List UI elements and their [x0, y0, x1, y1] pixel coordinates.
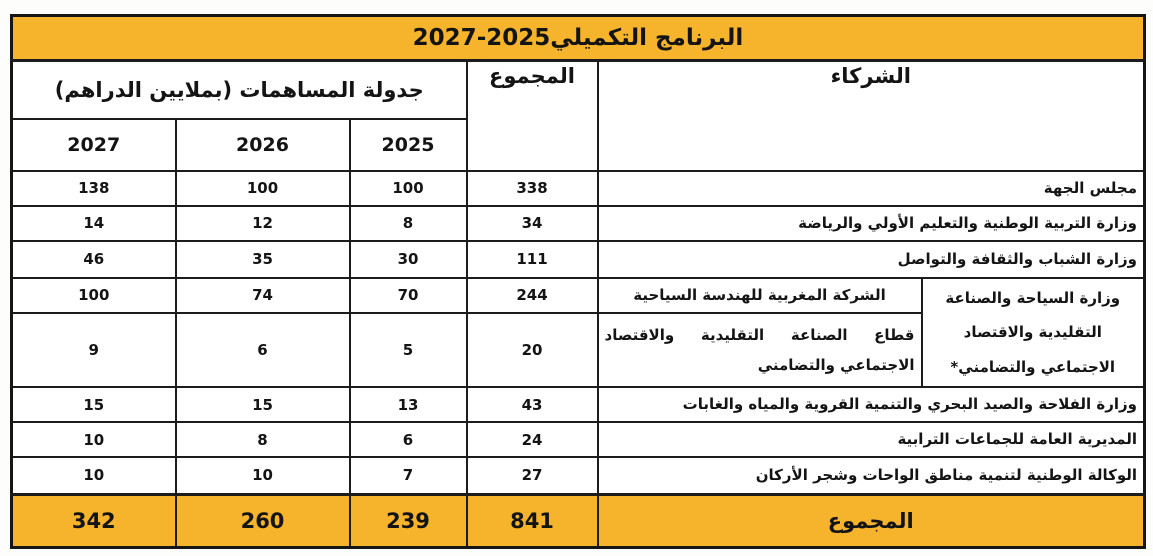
value-2025: 70 [348, 276, 468, 314]
table-row: وزارة الشباب والثقافة والتواصل 111 30 35… [10, 239, 1146, 279]
value-2027: 10 [10, 421, 177, 458]
value-2027: 100 [10, 276, 177, 314]
table-title: البرنامج التكميلي2025-2027 [10, 14, 1146, 62]
value-2025: 13 [348, 386, 468, 423]
table-row: وزارة الفلاحة والصيد البحري والتنمية الق… [10, 386, 1146, 423]
value-2026: 6 [174, 311, 351, 389]
footer-2025: 239 [348, 492, 468, 548]
header-year-2026: 2026 [174, 117, 351, 172]
value-2025: 5 [348, 311, 468, 389]
value-total: 27 [465, 456, 599, 495]
value-2027: 138 [10, 169, 177, 207]
contributions-table: البرنامج التكميلي2025-2027 الشركاء المجم… [10, 14, 1146, 549]
totals-row: المجموع 841 239 260 342 [10, 492, 1146, 548]
value-2026: 74 [174, 276, 351, 314]
value-total: 20 [465, 311, 599, 389]
table-row: المديرية العامة للجماعات الترابية 24 6 8… [10, 421, 1146, 458]
value-2026: 100 [174, 169, 351, 207]
table-row: وزارة السياحة والصناعة التقليدية والاقتص… [10, 276, 1146, 388]
footer-2027: 342 [10, 492, 177, 548]
value-2025: 30 [348, 239, 468, 279]
table-row: وزارة التربية الوطنية والتعليم الأولي وا… [10, 204, 1146, 242]
footer-label: المجموع [596, 492, 1146, 548]
header-year-2027: 2027 [10, 117, 177, 172]
header-year-2025: 2025 [348, 117, 468, 172]
value-2027: 15 [10, 386, 177, 423]
table-row: قطاع الصناعة التقليدية والاقتصاد الاجتما… [10, 311, 1145, 389]
value-2025: 100 [348, 169, 468, 207]
partner-ministry-merged: وزارة السياحة والصناعة التقليدية والاقتص… [920, 276, 1146, 388]
value-2027: 10 [10, 456, 177, 495]
value-total: 34 [465, 204, 599, 242]
header-total: المجموع [465, 59, 599, 172]
value-2026: 12 [174, 204, 351, 242]
footer-total: 841 [465, 492, 599, 548]
value-2027: 9 [10, 311, 177, 389]
value-2025: 7 [348, 456, 468, 495]
partner-name: مجلس الجهة [596, 169, 1146, 207]
value-2025: 8 [348, 204, 468, 242]
partner-sub-name: الشركة المغربية للهندسة السياحية [596, 276, 923, 314]
value-2027: 14 [10, 204, 177, 242]
table-row: مجلس الجهة 338 100 100 138 [10, 169, 1146, 207]
value-total: 244 [465, 276, 599, 314]
partner-name: الوكالة الوطنية لتنمية مناطق الواحات وشج… [596, 456, 1146, 495]
value-2026: 8 [174, 421, 351, 458]
value-total: 338 [465, 169, 599, 207]
header-schedule: جدولة المساهمات (بملايين الدراهم) [10, 59, 468, 120]
value-2026: 35 [174, 239, 351, 279]
header-partners: الشركاء [596, 59, 1146, 172]
value-2025: 6 [348, 421, 468, 458]
value-total: 24 [465, 421, 599, 458]
value-total: 43 [465, 386, 599, 423]
partner-sub-name: قطاع الصناعة التقليدية والاقتصاد الاجتما… [596, 311, 923, 389]
value-total: 111 [465, 239, 599, 279]
value-2026: 10 [174, 456, 351, 495]
footer-2026: 260 [174, 492, 351, 548]
partner-name: وزارة الفلاحة والصيد البحري والتنمية الق… [596, 386, 1146, 423]
partner-name: وزارة الشباب والثقافة والتواصل [596, 239, 1146, 279]
partner-name: وزارة التربية الوطنية والتعليم الأولي وا… [596, 204, 1146, 242]
table-row: الوكالة الوطنية لتنمية مناطق الواحات وشج… [10, 456, 1146, 495]
value-2027: 46 [10, 239, 177, 279]
partner-name: المديرية العامة للجماعات الترابية [596, 421, 1146, 458]
value-2026: 15 [174, 386, 351, 423]
